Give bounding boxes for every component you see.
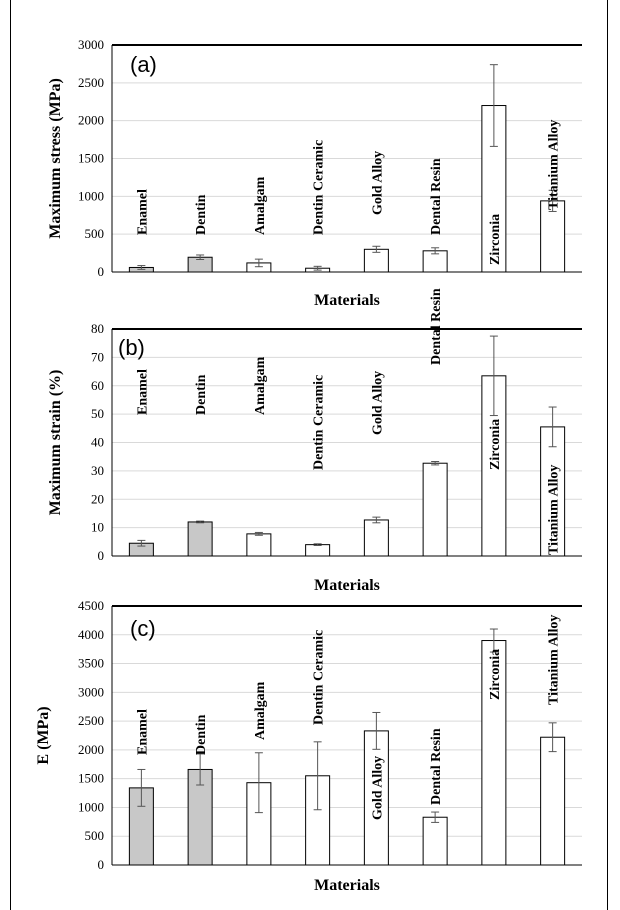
y-tick-label: 2500: [78, 75, 104, 90]
x-axis-title: Materials: [314, 877, 380, 894]
bar-label: Gold Alloy: [370, 371, 385, 435]
y-tick-label: 4000: [78, 627, 104, 642]
bar: [422, 462, 448, 557]
bar-label: Amalgam: [253, 681, 268, 740]
y-tick-label: 500: [85, 226, 105, 241]
bar: [363, 519, 389, 557]
x-axis-title: Materials: [314, 577, 380, 594]
chart-panel-a: 0 500 1000 1500 2000 2500 3000 Enamel Dentin Amal…: [47, 37, 582, 309]
y-tick-label: 30: [91, 463, 104, 478]
bar-label: Dentin: [194, 374, 209, 415]
y-tick-label: 0: [98, 857, 105, 872]
y-axis-title: Maximum strain (%): [47, 370, 64, 516]
bar: [540, 426, 566, 557]
y-tick-label: 500: [85, 828, 105, 843]
bar: [305, 544, 331, 557]
bar-label: Zirconia: [488, 419, 503, 470]
bar: [422, 816, 448, 866]
y-tick-label: 40: [91, 435, 104, 450]
right-border: [607, 0, 608, 910]
y-tick-label: 3000: [78, 37, 104, 52]
y-tick-label: 50: [91, 406, 104, 421]
chart-panel-b: 0 10 20 30 40 50 60 70 80 Enamel Dentin Amalgam Dent…: [47, 288, 582, 594]
bar-label: Dental Resin: [429, 728, 444, 805]
y-tick-label: 70: [91, 349, 104, 364]
bar-label: Gold Alloy: [370, 151, 385, 215]
bar-label: Dentin Ceramic: [312, 375, 327, 470]
bar: [363, 730, 389, 866]
bar-label: Amalgam: [253, 176, 268, 235]
bar-label: Titanium Alloy: [547, 120, 562, 210]
bar: [246, 533, 272, 557]
bar-label: Enamel: [135, 189, 150, 235]
bar-label: Enamel: [135, 709, 150, 755]
panel-label: (b): [118, 335, 145, 360]
panel-label: (c): [130, 616, 156, 641]
bar-label: Dental Resin: [429, 288, 444, 365]
x-axis-title: Materials: [314, 292, 380, 309]
y-tick-label: 0: [98, 264, 105, 279]
chart-panel-c: 0 500 1000 1500 2000 2500 3000 3500 4000 4500 Enam…: [35, 598, 582, 894]
bar-label: Dental Resin: [429, 158, 444, 235]
bar-label: Dentin Ceramic: [312, 630, 327, 725]
bar-label: Zirconia: [488, 649, 503, 700]
y-tick-label: 60: [91, 378, 104, 393]
y-tick-label: 10: [91, 520, 104, 535]
bar-label: Zirconia: [488, 214, 503, 265]
y-tick-label: 1000: [78, 799, 104, 814]
bar-label: Titanium Alloy: [547, 615, 562, 705]
bar: [540, 736, 566, 866]
bar-label: Enamel: [135, 369, 150, 415]
y-tick-label: 80: [91, 321, 104, 336]
bar-label: Titanium Alloy: [547, 465, 562, 555]
y-axis-title: E (MPa): [35, 706, 52, 764]
y-tick-label: 1000: [78, 188, 104, 203]
y-tick-label: 1500: [78, 151, 104, 166]
left-border: [10, 0, 11, 910]
y-tick-label: 20: [91, 491, 104, 506]
y-tick-label: 4500: [78, 598, 104, 613]
bar-label: Dentin Ceramic: [312, 140, 327, 235]
bar: [187, 521, 213, 557]
bar-label: Dentin: [194, 714, 209, 755]
y-tick-label: 1500: [78, 771, 104, 786]
bar: [540, 200, 566, 273]
bar-label: Gold Alloy: [370, 756, 385, 820]
y-tick-label: 2000: [78, 742, 104, 757]
y-tick-label: 0: [98, 548, 105, 563]
y-axis-title: Maximum stress (MPa): [47, 78, 64, 239]
y-tick-label: 3000: [78, 684, 104, 699]
panel-label: (a): [130, 52, 157, 77]
bar-label: Dentin: [194, 194, 209, 235]
y-tick-label: 2000: [78, 113, 104, 128]
bar-label: Amalgam: [253, 356, 268, 415]
y-tick-label: 2500: [78, 713, 104, 728]
y-tick-label: 3500: [78, 656, 104, 671]
